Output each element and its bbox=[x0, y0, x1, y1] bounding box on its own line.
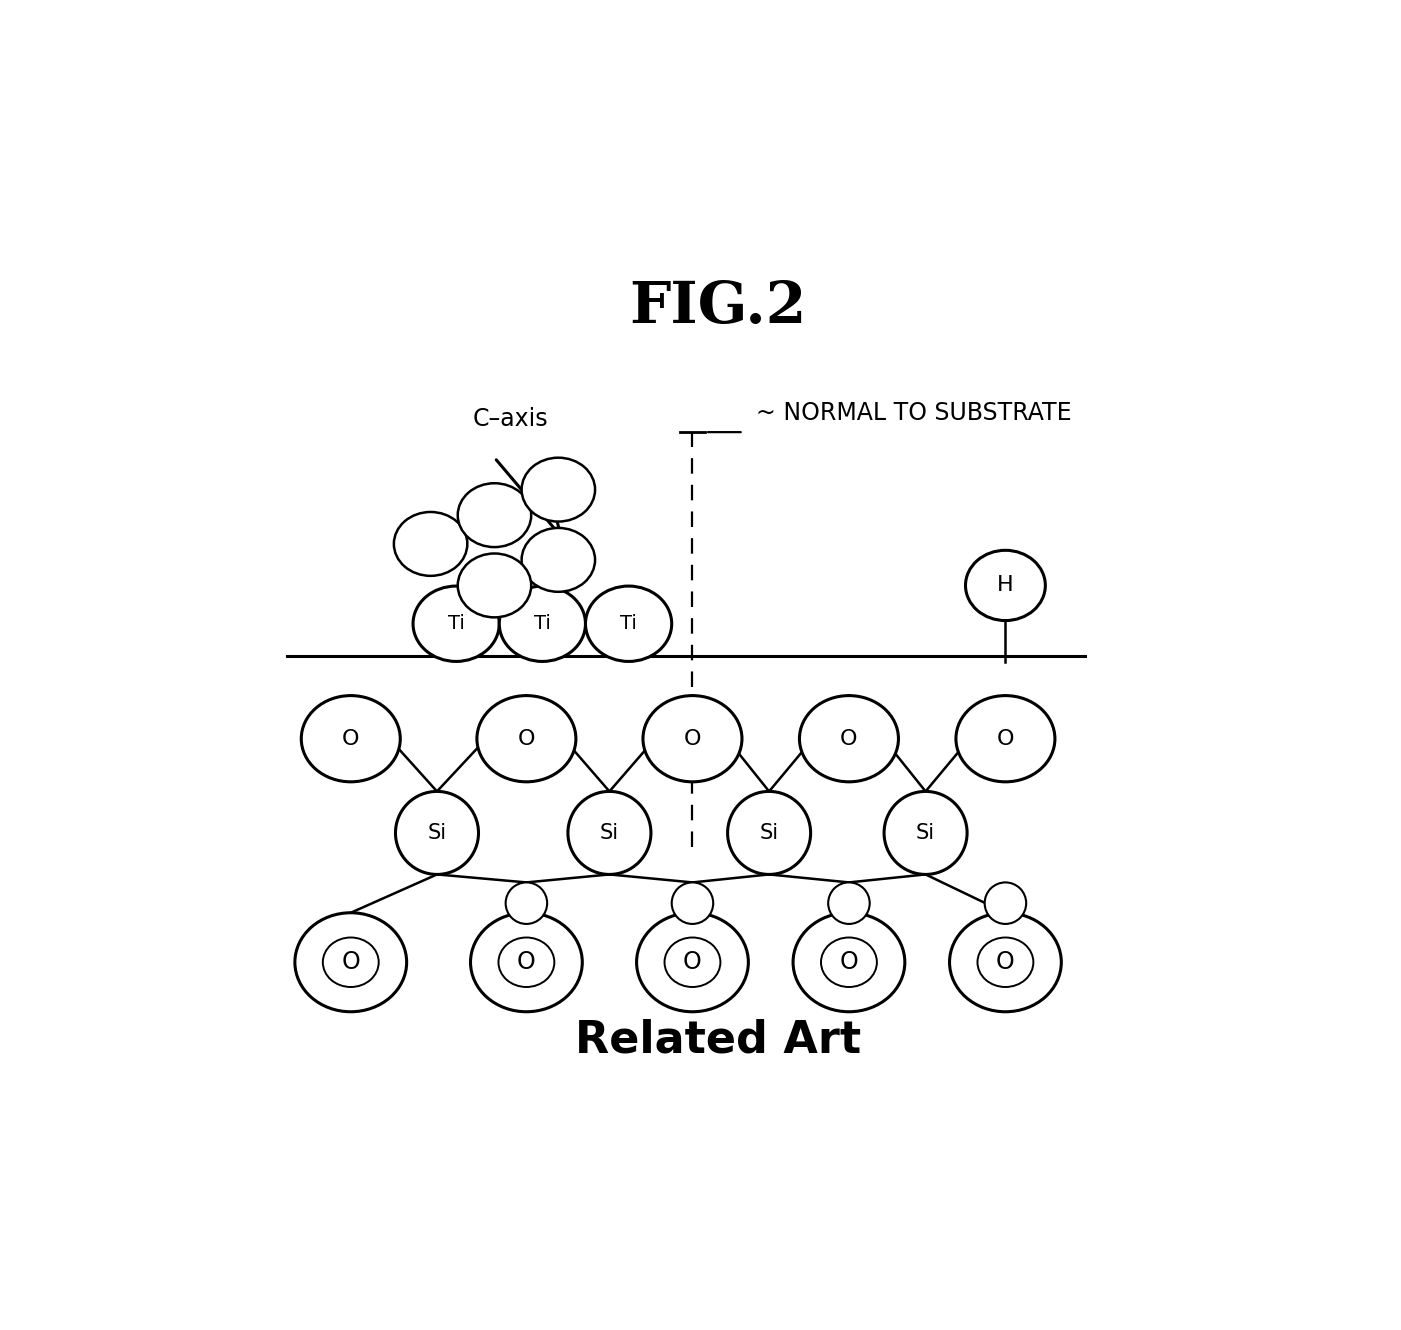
Ellipse shape bbox=[643, 696, 743, 782]
Ellipse shape bbox=[301, 696, 401, 782]
Ellipse shape bbox=[955, 696, 1055, 782]
Circle shape bbox=[727, 791, 811, 874]
Text: O: O bbox=[684, 729, 702, 749]
Ellipse shape bbox=[471, 912, 583, 1012]
Ellipse shape bbox=[965, 551, 1045, 621]
Circle shape bbox=[567, 791, 651, 874]
Text: H: H bbox=[998, 576, 1014, 596]
Ellipse shape bbox=[978, 938, 1034, 987]
Text: Si: Si bbox=[600, 823, 619, 843]
Text: O: O bbox=[517, 729, 535, 749]
Ellipse shape bbox=[521, 458, 595, 521]
Text: Si: Si bbox=[916, 823, 934, 843]
Ellipse shape bbox=[664, 938, 720, 987]
Text: O: O bbox=[839, 950, 859, 975]
Ellipse shape bbox=[499, 938, 555, 987]
Circle shape bbox=[506, 882, 548, 924]
Circle shape bbox=[884, 791, 967, 874]
Ellipse shape bbox=[458, 483, 531, 547]
Text: O: O bbox=[841, 729, 857, 749]
Text: C–axis: C–axis bbox=[472, 407, 548, 431]
Text: Ti: Ti bbox=[448, 614, 465, 633]
Text: O: O bbox=[996, 950, 1014, 975]
Circle shape bbox=[395, 791, 479, 874]
Ellipse shape bbox=[413, 587, 499, 661]
Circle shape bbox=[671, 882, 713, 924]
Text: O: O bbox=[684, 950, 702, 975]
Text: Ti: Ti bbox=[534, 614, 551, 633]
Ellipse shape bbox=[793, 912, 905, 1012]
Ellipse shape bbox=[636, 912, 748, 1012]
Circle shape bbox=[985, 882, 1026, 924]
Text: Related Art: Related Art bbox=[574, 1019, 862, 1061]
Text: Si: Si bbox=[427, 823, 447, 843]
Text: O: O bbox=[996, 729, 1014, 749]
Ellipse shape bbox=[458, 553, 531, 617]
Text: FIG.2: FIG.2 bbox=[629, 279, 807, 335]
Ellipse shape bbox=[499, 587, 586, 661]
Ellipse shape bbox=[800, 696, 898, 782]
Ellipse shape bbox=[394, 512, 468, 576]
Text: Ti: Ti bbox=[621, 614, 637, 633]
Circle shape bbox=[828, 882, 870, 924]
Text: O: O bbox=[342, 729, 360, 749]
Ellipse shape bbox=[521, 528, 595, 592]
Ellipse shape bbox=[294, 912, 406, 1012]
Text: Si: Si bbox=[759, 823, 779, 843]
Text: ~ NORMAL TO SUBSTRATE: ~ NORMAL TO SUBSTRATE bbox=[757, 400, 1072, 426]
Ellipse shape bbox=[950, 912, 1062, 1012]
Text: O: O bbox=[342, 950, 360, 975]
Ellipse shape bbox=[476, 696, 576, 782]
Text: O: O bbox=[517, 950, 535, 975]
Ellipse shape bbox=[821, 938, 877, 987]
Ellipse shape bbox=[586, 587, 671, 661]
Ellipse shape bbox=[322, 938, 378, 987]
